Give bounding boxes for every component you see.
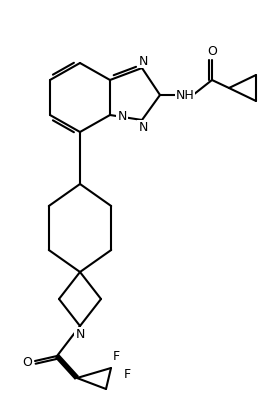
Text: O: O	[22, 356, 32, 369]
Text: F: F	[112, 350, 120, 363]
Text: F: F	[123, 369, 131, 382]
Text: N: N	[75, 327, 85, 340]
Text: N: N	[138, 120, 148, 134]
Text: N: N	[138, 55, 148, 68]
Text: NH: NH	[176, 88, 194, 102]
Text: O: O	[207, 45, 217, 58]
Text: N: N	[117, 109, 127, 122]
